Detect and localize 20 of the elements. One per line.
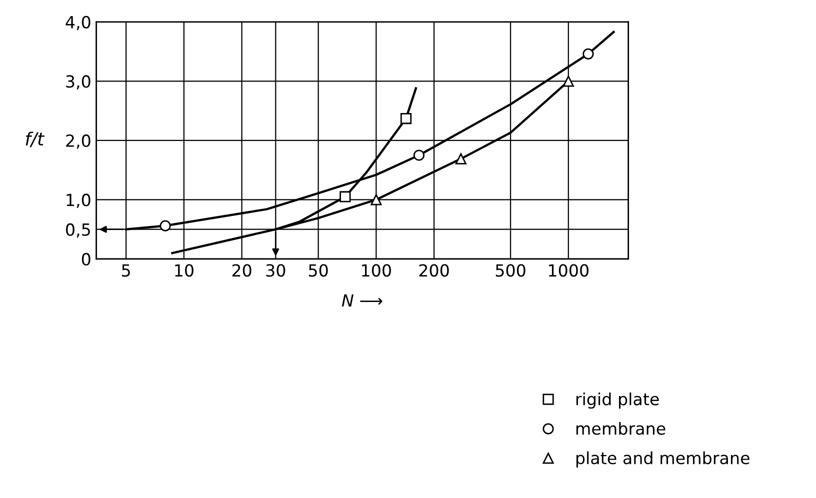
x-tick-label: 5 xyxy=(122,264,130,277)
y-tick-label: 0 xyxy=(82,252,90,266)
x-tick-label: 100 xyxy=(362,264,391,277)
x-tick-label: 500 xyxy=(496,264,526,277)
x-tick-label: 200 xyxy=(419,264,449,277)
x-tick-label: 10 xyxy=(175,264,194,277)
x-tick-label: 20 xyxy=(232,264,252,277)
x-tick-label: 1000 xyxy=(549,264,588,277)
y-tick-label: 2,0 xyxy=(66,134,90,149)
legend-label: membrane xyxy=(576,422,666,435)
x-tick-label: 50 xyxy=(308,264,328,277)
legend-label: rigid plate xyxy=(576,392,659,409)
y-tick-label: 1,0 xyxy=(66,194,90,208)
x-axis-title: N ⟶ xyxy=(342,294,382,307)
y-tick-label: 4,0 xyxy=(66,16,90,30)
y-tick-label: 3,0 xyxy=(66,75,90,90)
x-tick-label: 30 xyxy=(266,264,286,277)
y-tick-label: 0,5 xyxy=(66,223,90,238)
legend-label: plate and membrane xyxy=(576,451,750,468)
y-axis-title: f/t xyxy=(26,132,45,148)
